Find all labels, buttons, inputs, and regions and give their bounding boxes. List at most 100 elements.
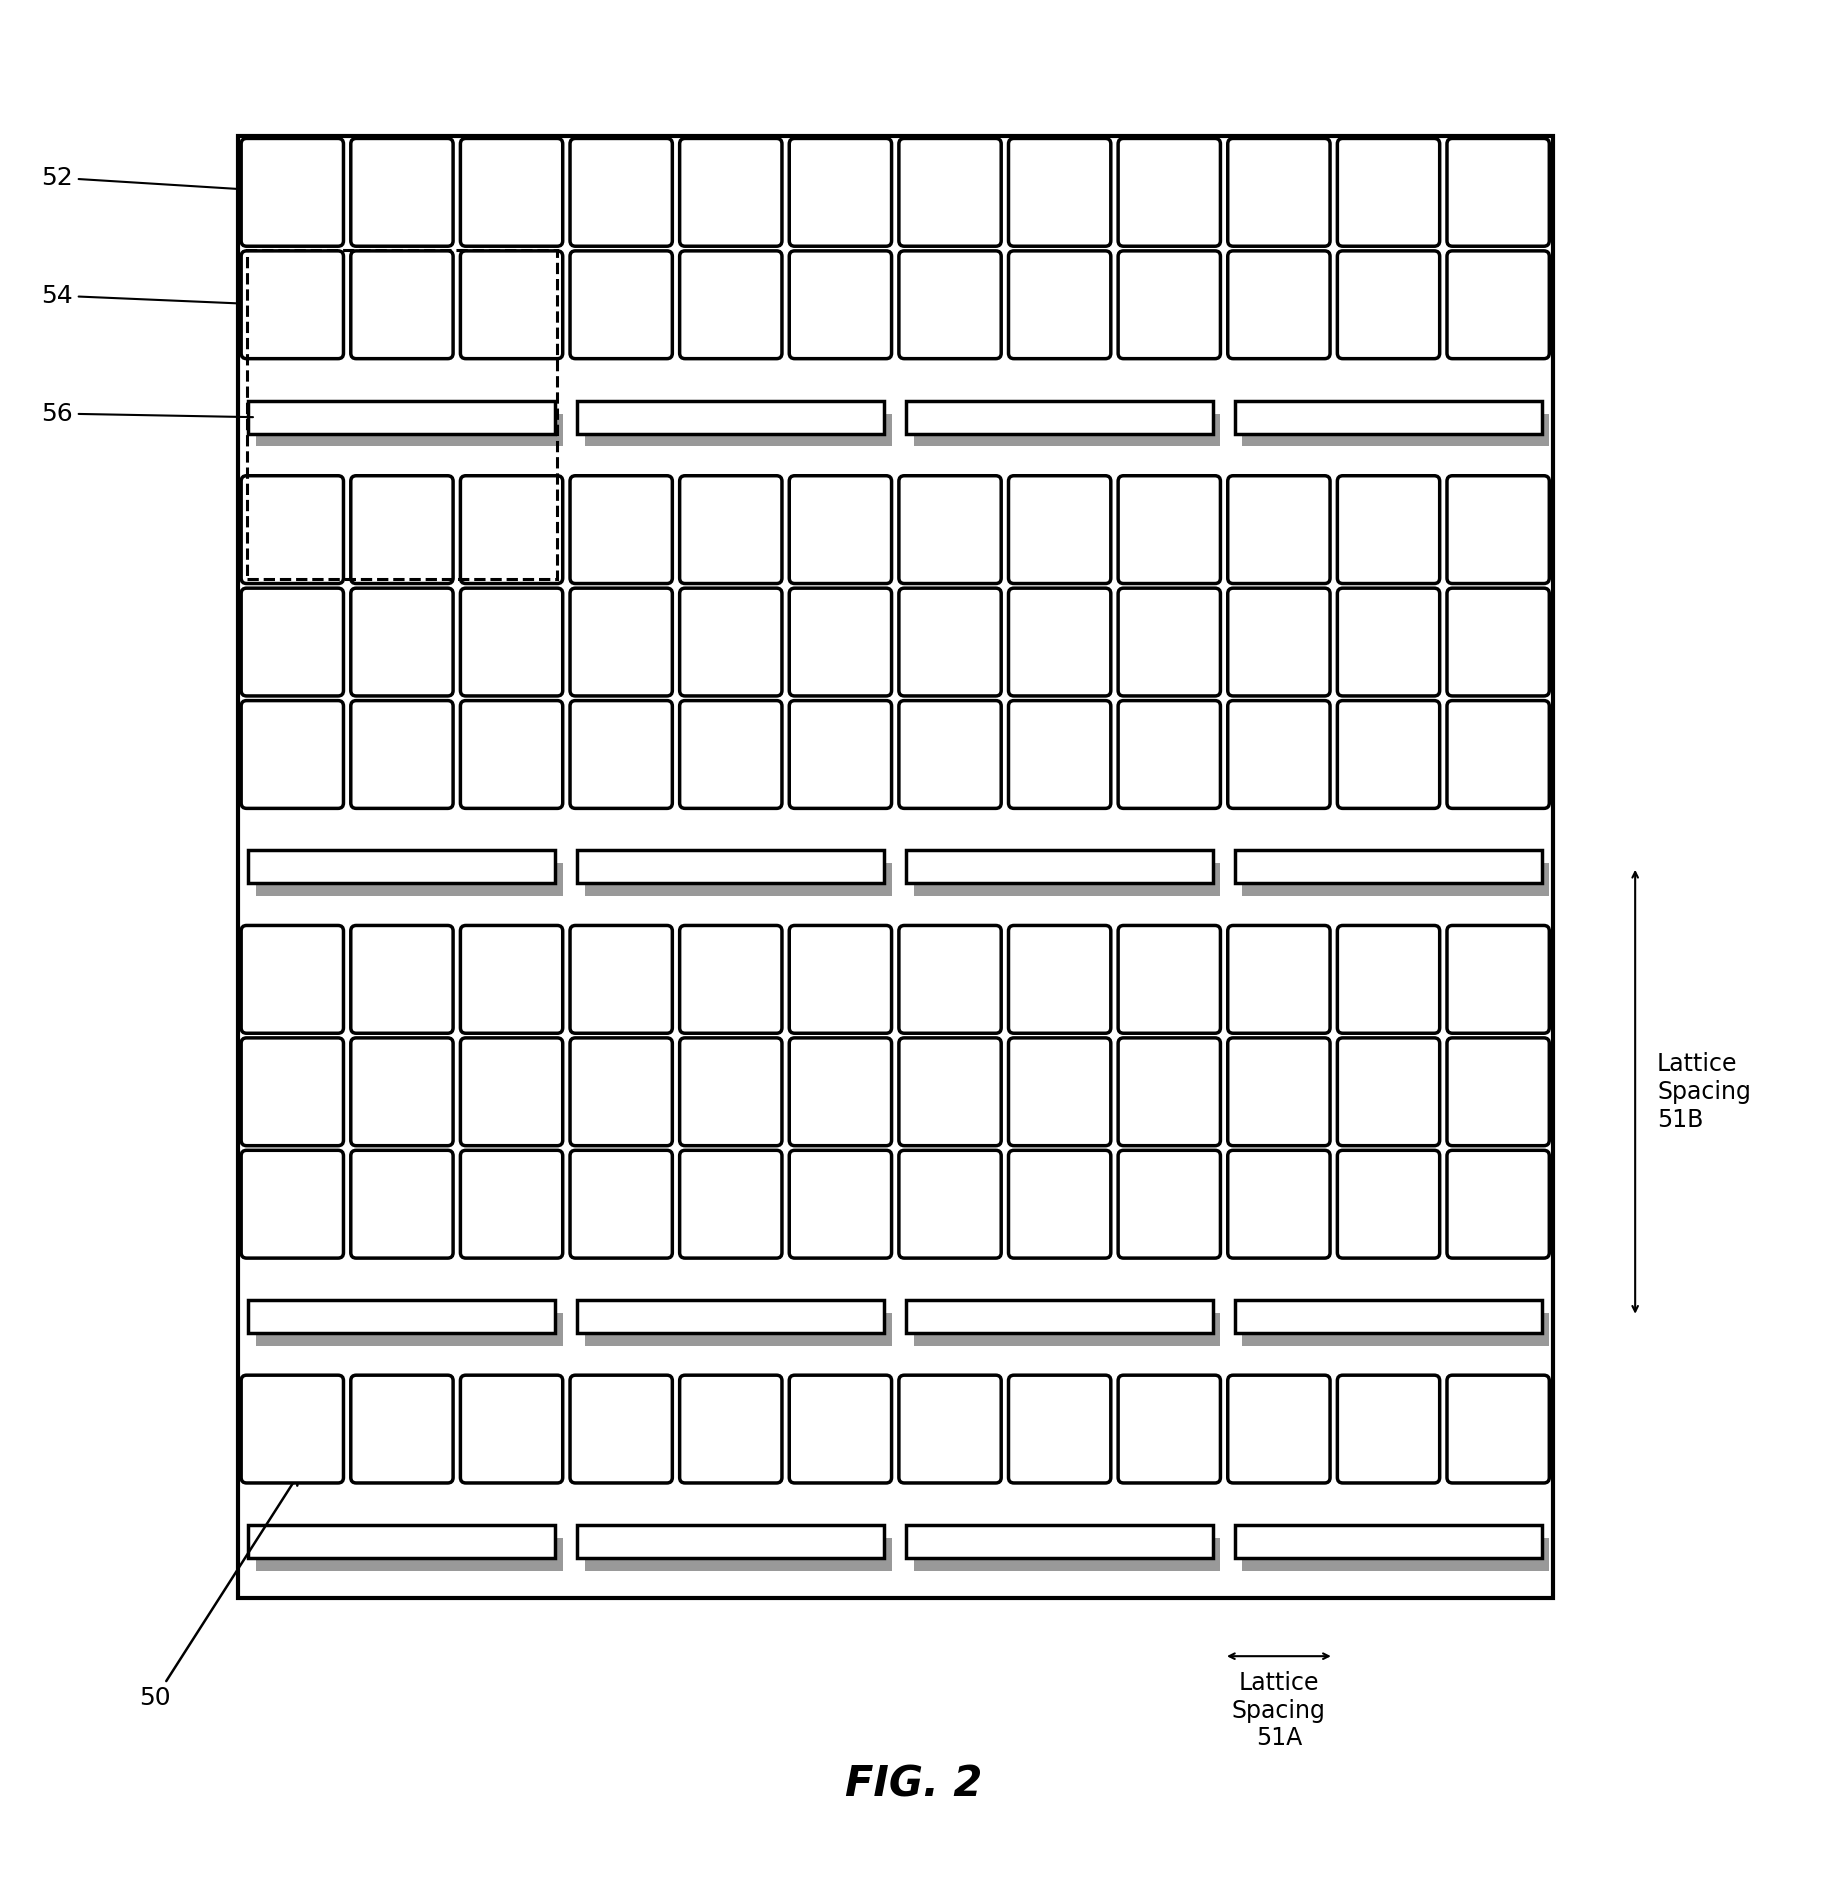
- FancyBboxPatch shape: [1447, 925, 1549, 1034]
- Text: 52: 52: [42, 165, 289, 192]
- FancyBboxPatch shape: [1228, 1151, 1330, 1258]
- Bar: [914, 414, 1220, 446]
- FancyBboxPatch shape: [570, 139, 672, 246]
- FancyBboxPatch shape: [1009, 476, 1111, 583]
- FancyBboxPatch shape: [241, 139, 343, 246]
- FancyBboxPatch shape: [1009, 250, 1111, 359]
- Bar: [248, 1301, 555, 1333]
- Bar: [1235, 1301, 1542, 1333]
- FancyBboxPatch shape: [1447, 1038, 1549, 1145]
- FancyBboxPatch shape: [1337, 588, 1440, 696]
- FancyBboxPatch shape: [1447, 588, 1549, 696]
- Bar: [577, 1301, 884, 1333]
- Text: Lattice
Spacing
51A: Lattice Spacing 51A: [1231, 1671, 1326, 1750]
- Bar: [248, 400, 555, 434]
- FancyBboxPatch shape: [899, 925, 1001, 1034]
- FancyBboxPatch shape: [680, 139, 782, 246]
- Bar: [248, 1525, 555, 1559]
- FancyBboxPatch shape: [570, 476, 672, 583]
- FancyBboxPatch shape: [1337, 1151, 1440, 1258]
- Bar: [914, 863, 1220, 897]
- FancyBboxPatch shape: [1228, 1038, 1330, 1145]
- FancyBboxPatch shape: [241, 1374, 343, 1483]
- FancyBboxPatch shape: [351, 1374, 453, 1483]
- Bar: [914, 1312, 1220, 1346]
- Bar: [1242, 1538, 1549, 1570]
- FancyBboxPatch shape: [899, 1038, 1001, 1145]
- FancyBboxPatch shape: [460, 476, 563, 583]
- FancyBboxPatch shape: [1228, 1374, 1330, 1483]
- Bar: [1242, 863, 1549, 897]
- Bar: [1235, 1525, 1542, 1559]
- FancyBboxPatch shape: [1447, 250, 1549, 359]
- Bar: [248, 850, 555, 884]
- Bar: [256, 1312, 563, 1346]
- Bar: [1235, 850, 1542, 884]
- FancyBboxPatch shape: [1337, 1038, 1440, 1145]
- FancyBboxPatch shape: [1228, 925, 1330, 1034]
- Bar: [256, 1538, 563, 1570]
- FancyBboxPatch shape: [1118, 250, 1220, 359]
- FancyBboxPatch shape: [570, 588, 672, 696]
- FancyBboxPatch shape: [789, 1151, 892, 1258]
- FancyBboxPatch shape: [1447, 1374, 1549, 1483]
- FancyBboxPatch shape: [1447, 476, 1549, 583]
- FancyBboxPatch shape: [1009, 1038, 1111, 1145]
- FancyBboxPatch shape: [1118, 588, 1220, 696]
- FancyBboxPatch shape: [1337, 1374, 1440, 1483]
- FancyBboxPatch shape: [570, 250, 672, 359]
- FancyBboxPatch shape: [789, 1374, 892, 1483]
- FancyBboxPatch shape: [899, 701, 1001, 808]
- FancyBboxPatch shape: [1337, 701, 1440, 808]
- FancyBboxPatch shape: [351, 139, 453, 246]
- FancyBboxPatch shape: [899, 476, 1001, 583]
- FancyBboxPatch shape: [570, 1151, 672, 1258]
- FancyBboxPatch shape: [351, 925, 453, 1034]
- FancyBboxPatch shape: [351, 588, 453, 696]
- FancyBboxPatch shape: [1337, 250, 1440, 359]
- Bar: [238, 135, 1553, 1598]
- Bar: [906, 400, 1213, 434]
- FancyBboxPatch shape: [1118, 476, 1220, 583]
- FancyBboxPatch shape: [1337, 476, 1440, 583]
- FancyBboxPatch shape: [1447, 139, 1549, 246]
- FancyBboxPatch shape: [1447, 1151, 1549, 1258]
- FancyBboxPatch shape: [460, 925, 563, 1034]
- FancyBboxPatch shape: [1118, 139, 1220, 246]
- FancyBboxPatch shape: [1009, 701, 1111, 808]
- FancyBboxPatch shape: [460, 588, 563, 696]
- FancyBboxPatch shape: [1118, 701, 1220, 808]
- FancyBboxPatch shape: [570, 925, 672, 1034]
- FancyBboxPatch shape: [241, 1038, 343, 1145]
- FancyBboxPatch shape: [1118, 1151, 1220, 1258]
- Text: 50: 50: [139, 1474, 298, 1711]
- FancyBboxPatch shape: [680, 250, 782, 359]
- Bar: [1242, 414, 1549, 446]
- FancyBboxPatch shape: [1228, 476, 1330, 583]
- FancyBboxPatch shape: [351, 1038, 453, 1145]
- FancyBboxPatch shape: [460, 1374, 563, 1483]
- FancyBboxPatch shape: [1009, 1374, 1111, 1483]
- FancyBboxPatch shape: [1009, 925, 1111, 1034]
- FancyBboxPatch shape: [789, 588, 892, 696]
- FancyBboxPatch shape: [1228, 701, 1330, 808]
- Bar: [247, 250, 557, 579]
- Text: Lattice
Spacing
51B: Lattice Spacing 51B: [1657, 1053, 1750, 1132]
- Text: 56: 56: [42, 402, 252, 425]
- Bar: [585, 1538, 892, 1570]
- Bar: [1242, 1312, 1549, 1346]
- FancyBboxPatch shape: [241, 250, 343, 359]
- FancyBboxPatch shape: [789, 701, 892, 808]
- Bar: [577, 400, 884, 434]
- FancyBboxPatch shape: [460, 1151, 563, 1258]
- FancyBboxPatch shape: [241, 701, 343, 808]
- FancyBboxPatch shape: [1228, 588, 1330, 696]
- FancyBboxPatch shape: [680, 1151, 782, 1258]
- FancyBboxPatch shape: [1337, 139, 1440, 246]
- FancyBboxPatch shape: [680, 701, 782, 808]
- FancyBboxPatch shape: [789, 1038, 892, 1145]
- FancyBboxPatch shape: [1447, 701, 1549, 808]
- FancyBboxPatch shape: [460, 701, 563, 808]
- FancyBboxPatch shape: [1118, 925, 1220, 1034]
- FancyBboxPatch shape: [351, 1151, 453, 1258]
